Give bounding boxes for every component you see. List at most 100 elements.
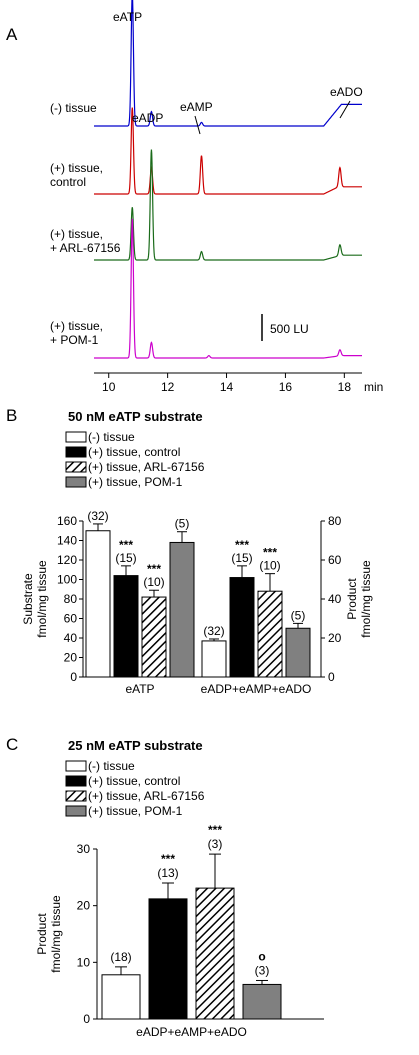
sample-size-label: (32) bbox=[203, 624, 224, 638]
series-label: (+) tissue, bbox=[50, 161, 103, 175]
right-y-tick-label: 20 bbox=[328, 631, 342, 645]
bar bbox=[195, 887, 235, 1020]
y-tick-label: 30 bbox=[77, 842, 91, 856]
series-label: (+) tissue, bbox=[50, 319, 103, 333]
series-label: (+) tissue, bbox=[50, 227, 103, 241]
left-y-axis-label: Substrate bbox=[21, 573, 35, 625]
panel-c-label: C bbox=[6, 735, 18, 754]
significance-label: *** bbox=[147, 562, 161, 576]
bar bbox=[113, 575, 139, 678]
category-label: eATP bbox=[125, 682, 154, 696]
panel-c-axes: 0 10 20 30 Product fmol/mg tissue eADP+eAMP+eA… bbox=[35, 842, 324, 1039]
category-label: eADP+eAMP+eADO bbox=[136, 1025, 247, 1039]
right-y-axis-label: Product bbox=[345, 578, 359, 620]
right-y-tick-label: 40 bbox=[328, 592, 342, 606]
sample-size-label: (5) bbox=[291, 608, 306, 622]
sample-size-label: (15) bbox=[231, 551, 252, 565]
sample-size-label: (10) bbox=[143, 575, 164, 589]
legend-swatch bbox=[65, 446, 87, 458]
left-y-tick-label: 120 bbox=[57, 553, 77, 567]
panel-c-title: 25 nM eATP substrate bbox=[68, 738, 203, 753]
chromatogram-trace bbox=[94, 218, 362, 359]
sample-size-label: (3) bbox=[208, 837, 223, 851]
right-y-tick-label: 0 bbox=[328, 670, 335, 684]
significance-label: *** bbox=[263, 546, 277, 560]
category-label: eADP+eAMP+eADO bbox=[201, 682, 312, 696]
legend-entry: (-) tissue bbox=[88, 430, 135, 444]
bar bbox=[242, 983, 282, 1020]
sample-size-label: (15) bbox=[115, 551, 136, 565]
legend-swatch bbox=[65, 760, 87, 772]
y-axis-label: fmol/mg tissue bbox=[49, 895, 63, 973]
legend-swatch bbox=[65, 775, 87, 787]
bar bbox=[229, 577, 255, 678]
left-y-tick-label: 160 bbox=[57, 514, 77, 528]
sample-size-label: (10) bbox=[259, 559, 280, 573]
y-tick-label: 10 bbox=[77, 955, 91, 969]
sample-size-label: (13) bbox=[157, 866, 178, 880]
series-label: control bbox=[50, 175, 86, 189]
legend-entry: (-) tissue bbox=[88, 759, 135, 773]
sample-size-label: (32) bbox=[87, 509, 108, 523]
legend-entry: (+) tissue, ARL-67156 bbox=[88, 789, 205, 803]
chromatogram-series-labels: (-) tissue(+) tissue,control(+) tissue,+… bbox=[50, 101, 121, 347]
x-tick-label: 12 bbox=[161, 380, 175, 394]
significance-label: *** bbox=[119, 538, 133, 552]
bar bbox=[201, 640, 227, 678]
legend-entry: (+) tissue, POM-1 bbox=[88, 475, 183, 489]
panel-a: A (-) tissue(+) tissue,control(+) tissue… bbox=[6, 0, 383, 394]
chromatogram-traces bbox=[94, 0, 362, 359]
left-y-tick-label: 60 bbox=[64, 612, 78, 626]
left-y-axis-label: fmol/mg tissue bbox=[35, 560, 49, 638]
left-y-tick-label: 140 bbox=[57, 534, 77, 548]
legend-entry: (+) tissue, ARL-67156 bbox=[88, 460, 205, 474]
panel-a-label: A bbox=[6, 25, 18, 44]
panel-b-label: B bbox=[6, 406, 17, 425]
peak-label-eatp: eATP bbox=[113, 10, 142, 24]
left-y-tick-label: 40 bbox=[64, 631, 78, 645]
legend-swatch bbox=[65, 431, 87, 443]
chromatogram-trace bbox=[94, 0, 362, 127]
right-y-tick-label: 80 bbox=[328, 514, 342, 528]
chromatogram-trace bbox=[94, 149, 362, 261]
peak-label-eadp: eADP bbox=[132, 111, 163, 125]
sample-size-label: (5) bbox=[175, 517, 190, 531]
left-y-tick-label: 0 bbox=[70, 670, 77, 684]
x-tick-label: 18 bbox=[338, 380, 352, 394]
significance-label: *** bbox=[235, 538, 249, 552]
y-tick-label: 20 bbox=[77, 899, 91, 913]
x-tick-label: 16 bbox=[279, 380, 293, 394]
time-axis-ticks: 10 12 14 16 18 bbox=[102, 373, 351, 394]
bar bbox=[148, 898, 188, 1020]
legend-entry: (+) tissue, control bbox=[88, 445, 180, 459]
peak-label-eado: eADO bbox=[330, 85, 363, 99]
left-y-tick-label: 80 bbox=[64, 592, 78, 606]
time-axis-unit: min bbox=[364, 380, 383, 394]
panel-b: B 50 nM eATP substrate (-) tissue(+) tis… bbox=[6, 406, 373, 696]
left-y-tick-label: 20 bbox=[64, 651, 78, 665]
bar bbox=[257, 590, 283, 678]
legend-swatch bbox=[65, 461, 87, 473]
right-y-axis-label: fmol/mg tissue bbox=[359, 560, 373, 638]
legend-swatch bbox=[65, 790, 87, 802]
bar bbox=[85, 530, 111, 678]
panel-c-bars: (18)(13)***(3)***(3)o bbox=[101, 823, 282, 1020]
series-label: + POM-1 bbox=[50, 333, 99, 347]
sample-size-label: (3) bbox=[255, 963, 270, 977]
sample-size-label: (18) bbox=[110, 950, 131, 964]
panel-b-legend: (-) tissue(+) tissue, control(+) tissue,… bbox=[65, 430, 205, 489]
panel-c: C 25 nM eATP substrate (-) tissue(+) tis… bbox=[6, 735, 324, 1039]
significance-label: *** bbox=[161, 852, 175, 866]
panel-c-legend: (-) tissue(+) tissue, control(+) tissue,… bbox=[65, 759, 205, 818]
left-y-tick-label: 100 bbox=[57, 573, 77, 587]
bar bbox=[141, 596, 167, 678]
peak-label-eamp: eAMP bbox=[180, 100, 213, 114]
peak-pointer-eamp bbox=[194, 115, 201, 135]
y-tick-label: 0 bbox=[83, 1012, 90, 1026]
y-axis-label: Product bbox=[35, 913, 49, 955]
bar bbox=[169, 541, 195, 678]
series-label: + ARL-67156 bbox=[50, 241, 121, 255]
legend-swatch bbox=[65, 805, 87, 817]
